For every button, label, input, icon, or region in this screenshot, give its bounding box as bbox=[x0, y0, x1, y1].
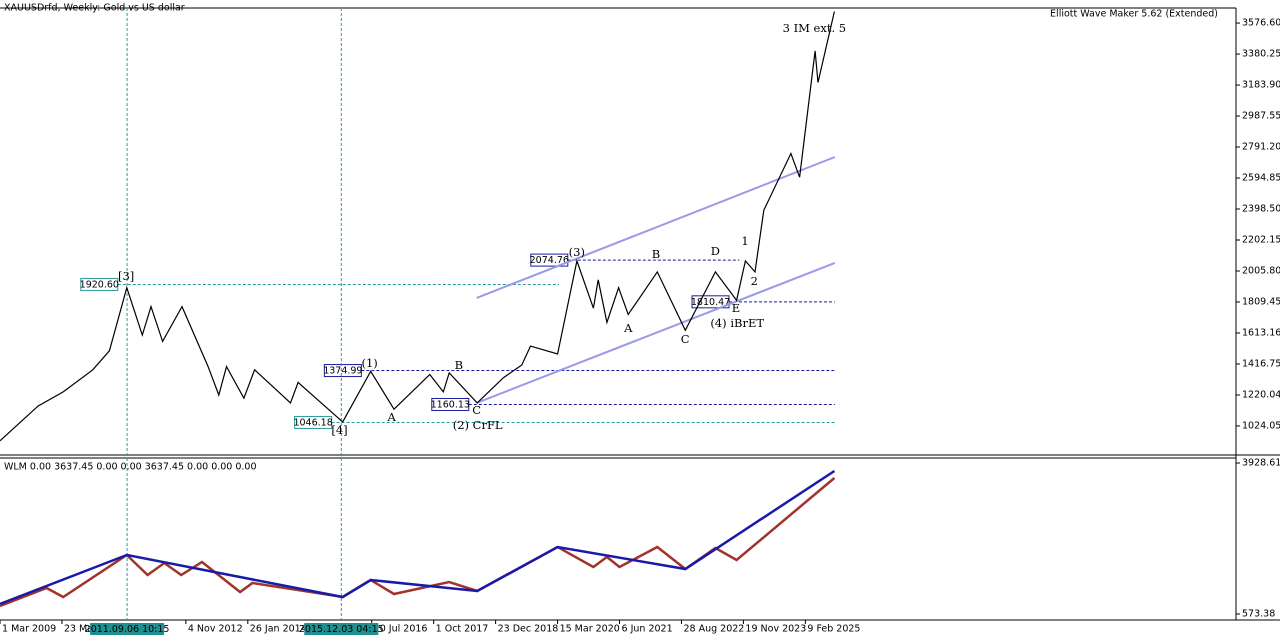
cursor-label: 2015.12.03 04:15 bbox=[299, 624, 384, 635]
trend-line bbox=[476, 261, 836, 404]
level-box bbox=[530, 253, 569, 267]
annotation: (2) CrFL bbox=[453, 418, 503, 432]
y-tick-label: 2594.85 bbox=[1242, 173, 1280, 184]
level-label: 1160.13 bbox=[431, 399, 470, 410]
y-tick-label: 1416.75 bbox=[1242, 358, 1280, 369]
x-tick-label: 28 Aug 2022 bbox=[683, 624, 744, 635]
annotation: D bbox=[711, 244, 720, 258]
level-label: 1920.60 bbox=[80, 279, 119, 290]
annotation: [3] bbox=[118, 269, 134, 283]
y-tick-label: 1613.16 bbox=[1242, 327, 1280, 338]
indicator-name: Elliott Wave Maker 5.62 (Extended) bbox=[1050, 9, 1218, 20]
x-tick-label: 1 Mar 2009 bbox=[2, 624, 56, 635]
series-line bbox=[0, 477, 836, 608]
annotation: 3 IM ext. 5 bbox=[783, 21, 847, 35]
annotation: (4) iBrET bbox=[710, 316, 764, 330]
x-tick-label: 1 Oct 2017 bbox=[436, 624, 489, 635]
level-box bbox=[431, 397, 470, 411]
level-label: 1046.18 bbox=[293, 417, 332, 428]
x-tick-label: 26 Jan 2014 bbox=[250, 624, 307, 635]
level-box bbox=[80, 277, 119, 291]
x-tick-label: 19 Nov 2023 bbox=[745, 624, 806, 635]
x-tick-label: 9 Feb 2025 bbox=[807, 624, 860, 635]
y-tick-label: 2791.20 bbox=[1242, 142, 1280, 153]
level-box bbox=[294, 415, 333, 429]
y-tick-label: 2202.15 bbox=[1242, 234, 1280, 245]
annotation: B bbox=[455, 358, 463, 372]
x-tick-label: 6 Jun 2021 bbox=[622, 624, 673, 635]
y-tick-label: 3576.60 bbox=[1242, 18, 1280, 29]
y-tick-label: 573.38 bbox=[1242, 608, 1275, 619]
y-tick-label: 1024.05 bbox=[1242, 420, 1280, 431]
annotation: [4] bbox=[331, 423, 347, 437]
annotation: E bbox=[732, 301, 740, 315]
annotation: 2 bbox=[751, 274, 758, 288]
y-tick-label: 2005.80 bbox=[1242, 265, 1280, 276]
x-tick-label: 23 Dec 2018 bbox=[498, 624, 559, 635]
cursor-box bbox=[304, 623, 379, 635]
trend-line bbox=[476, 156, 836, 299]
annotation: (3) bbox=[569, 245, 585, 259]
series-line bbox=[0, 11, 835, 442]
annotation: C bbox=[681, 332, 690, 346]
y-tick-label: 1220.04 bbox=[1242, 390, 1280, 401]
level-label: 2074.76 bbox=[530, 255, 569, 266]
x-tick-label: 10 Jul 2016 bbox=[374, 624, 428, 635]
y-tick-label: 1809.45 bbox=[1242, 296, 1280, 307]
y-tick-label: 3183.90 bbox=[1242, 80, 1280, 91]
annotation: (1) bbox=[361, 356, 377, 370]
annotation: A bbox=[623, 321, 633, 335]
x-tick-label: 4 Nov 2012 bbox=[188, 624, 243, 635]
x-tick-label: 15 Mar 2020 bbox=[560, 624, 620, 635]
y-tick-label: 3380.25 bbox=[1242, 49, 1280, 60]
level-box bbox=[323, 364, 362, 378]
cursor-box bbox=[90, 623, 165, 635]
annotation: B bbox=[652, 247, 660, 261]
level-label: 1374.99 bbox=[323, 366, 362, 377]
y-tick-label: 3928.61 bbox=[1242, 458, 1280, 469]
series-line bbox=[0, 469, 836, 606]
annotation: C bbox=[472, 403, 481, 417]
cursor-label: 2011.09.06 10:15 bbox=[85, 624, 170, 635]
annotation: 1 bbox=[741, 234, 748, 248]
chart-title: XAUUSDrfd, Weekly: Gold vs US dollar bbox=[4, 3, 185, 14]
y-tick-label: 2987.55 bbox=[1242, 111, 1280, 122]
level-label: 1810.47 bbox=[691, 297, 730, 308]
indicator-title: WLM 0.00 3637.45 0.00 0.00 3637.45 0.00 … bbox=[4, 462, 257, 473]
annotation: A bbox=[386, 410, 396, 424]
y-tick-label: 2398.50 bbox=[1242, 204, 1280, 215]
